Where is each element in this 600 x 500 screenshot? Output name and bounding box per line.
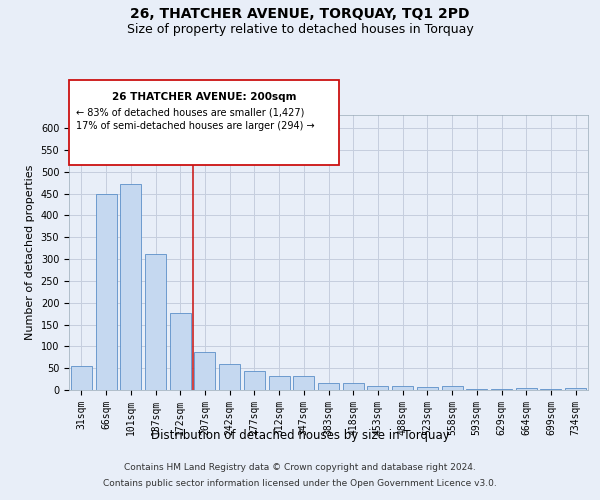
Bar bbox=[343, 384, 364, 390]
Bar bbox=[194, 352, 215, 390]
Bar bbox=[466, 389, 487, 390]
Bar bbox=[442, 386, 463, 390]
Bar bbox=[145, 254, 166, 390]
Text: ← 83% of detached houses are smaller (1,427): ← 83% of detached houses are smaller (1,… bbox=[76, 108, 305, 118]
Bar bbox=[170, 313, 191, 390]
Bar bbox=[244, 371, 265, 390]
Bar bbox=[120, 184, 141, 390]
Text: Distribution of detached houses by size in Torquay: Distribution of detached houses by size … bbox=[151, 428, 449, 442]
Bar bbox=[417, 388, 438, 390]
Bar bbox=[541, 389, 562, 390]
Text: 26 THATCHER AVENUE: 200sqm: 26 THATCHER AVENUE: 200sqm bbox=[112, 92, 296, 102]
Bar bbox=[71, 366, 92, 390]
Bar bbox=[367, 386, 388, 390]
Text: 17% of semi-detached houses are larger (294) →: 17% of semi-detached houses are larger (… bbox=[76, 121, 315, 131]
Bar bbox=[516, 388, 537, 390]
Bar bbox=[269, 376, 290, 390]
Text: 26, THATCHER AVENUE, TORQUAY, TQ1 2PD: 26, THATCHER AVENUE, TORQUAY, TQ1 2PD bbox=[130, 8, 470, 22]
Bar bbox=[318, 384, 339, 390]
Bar bbox=[491, 389, 512, 390]
Bar bbox=[95, 194, 116, 390]
Text: Contains HM Land Registry data © Crown copyright and database right 2024.: Contains HM Land Registry data © Crown c… bbox=[124, 464, 476, 472]
Bar bbox=[565, 388, 586, 390]
Text: Contains public sector information licensed under the Open Government Licence v3: Contains public sector information licen… bbox=[103, 478, 497, 488]
Bar bbox=[219, 364, 240, 390]
Bar bbox=[392, 386, 413, 390]
Y-axis label: Number of detached properties: Number of detached properties bbox=[25, 165, 35, 340]
Text: Size of property relative to detached houses in Torquay: Size of property relative to detached ho… bbox=[127, 22, 473, 36]
Bar bbox=[293, 376, 314, 390]
